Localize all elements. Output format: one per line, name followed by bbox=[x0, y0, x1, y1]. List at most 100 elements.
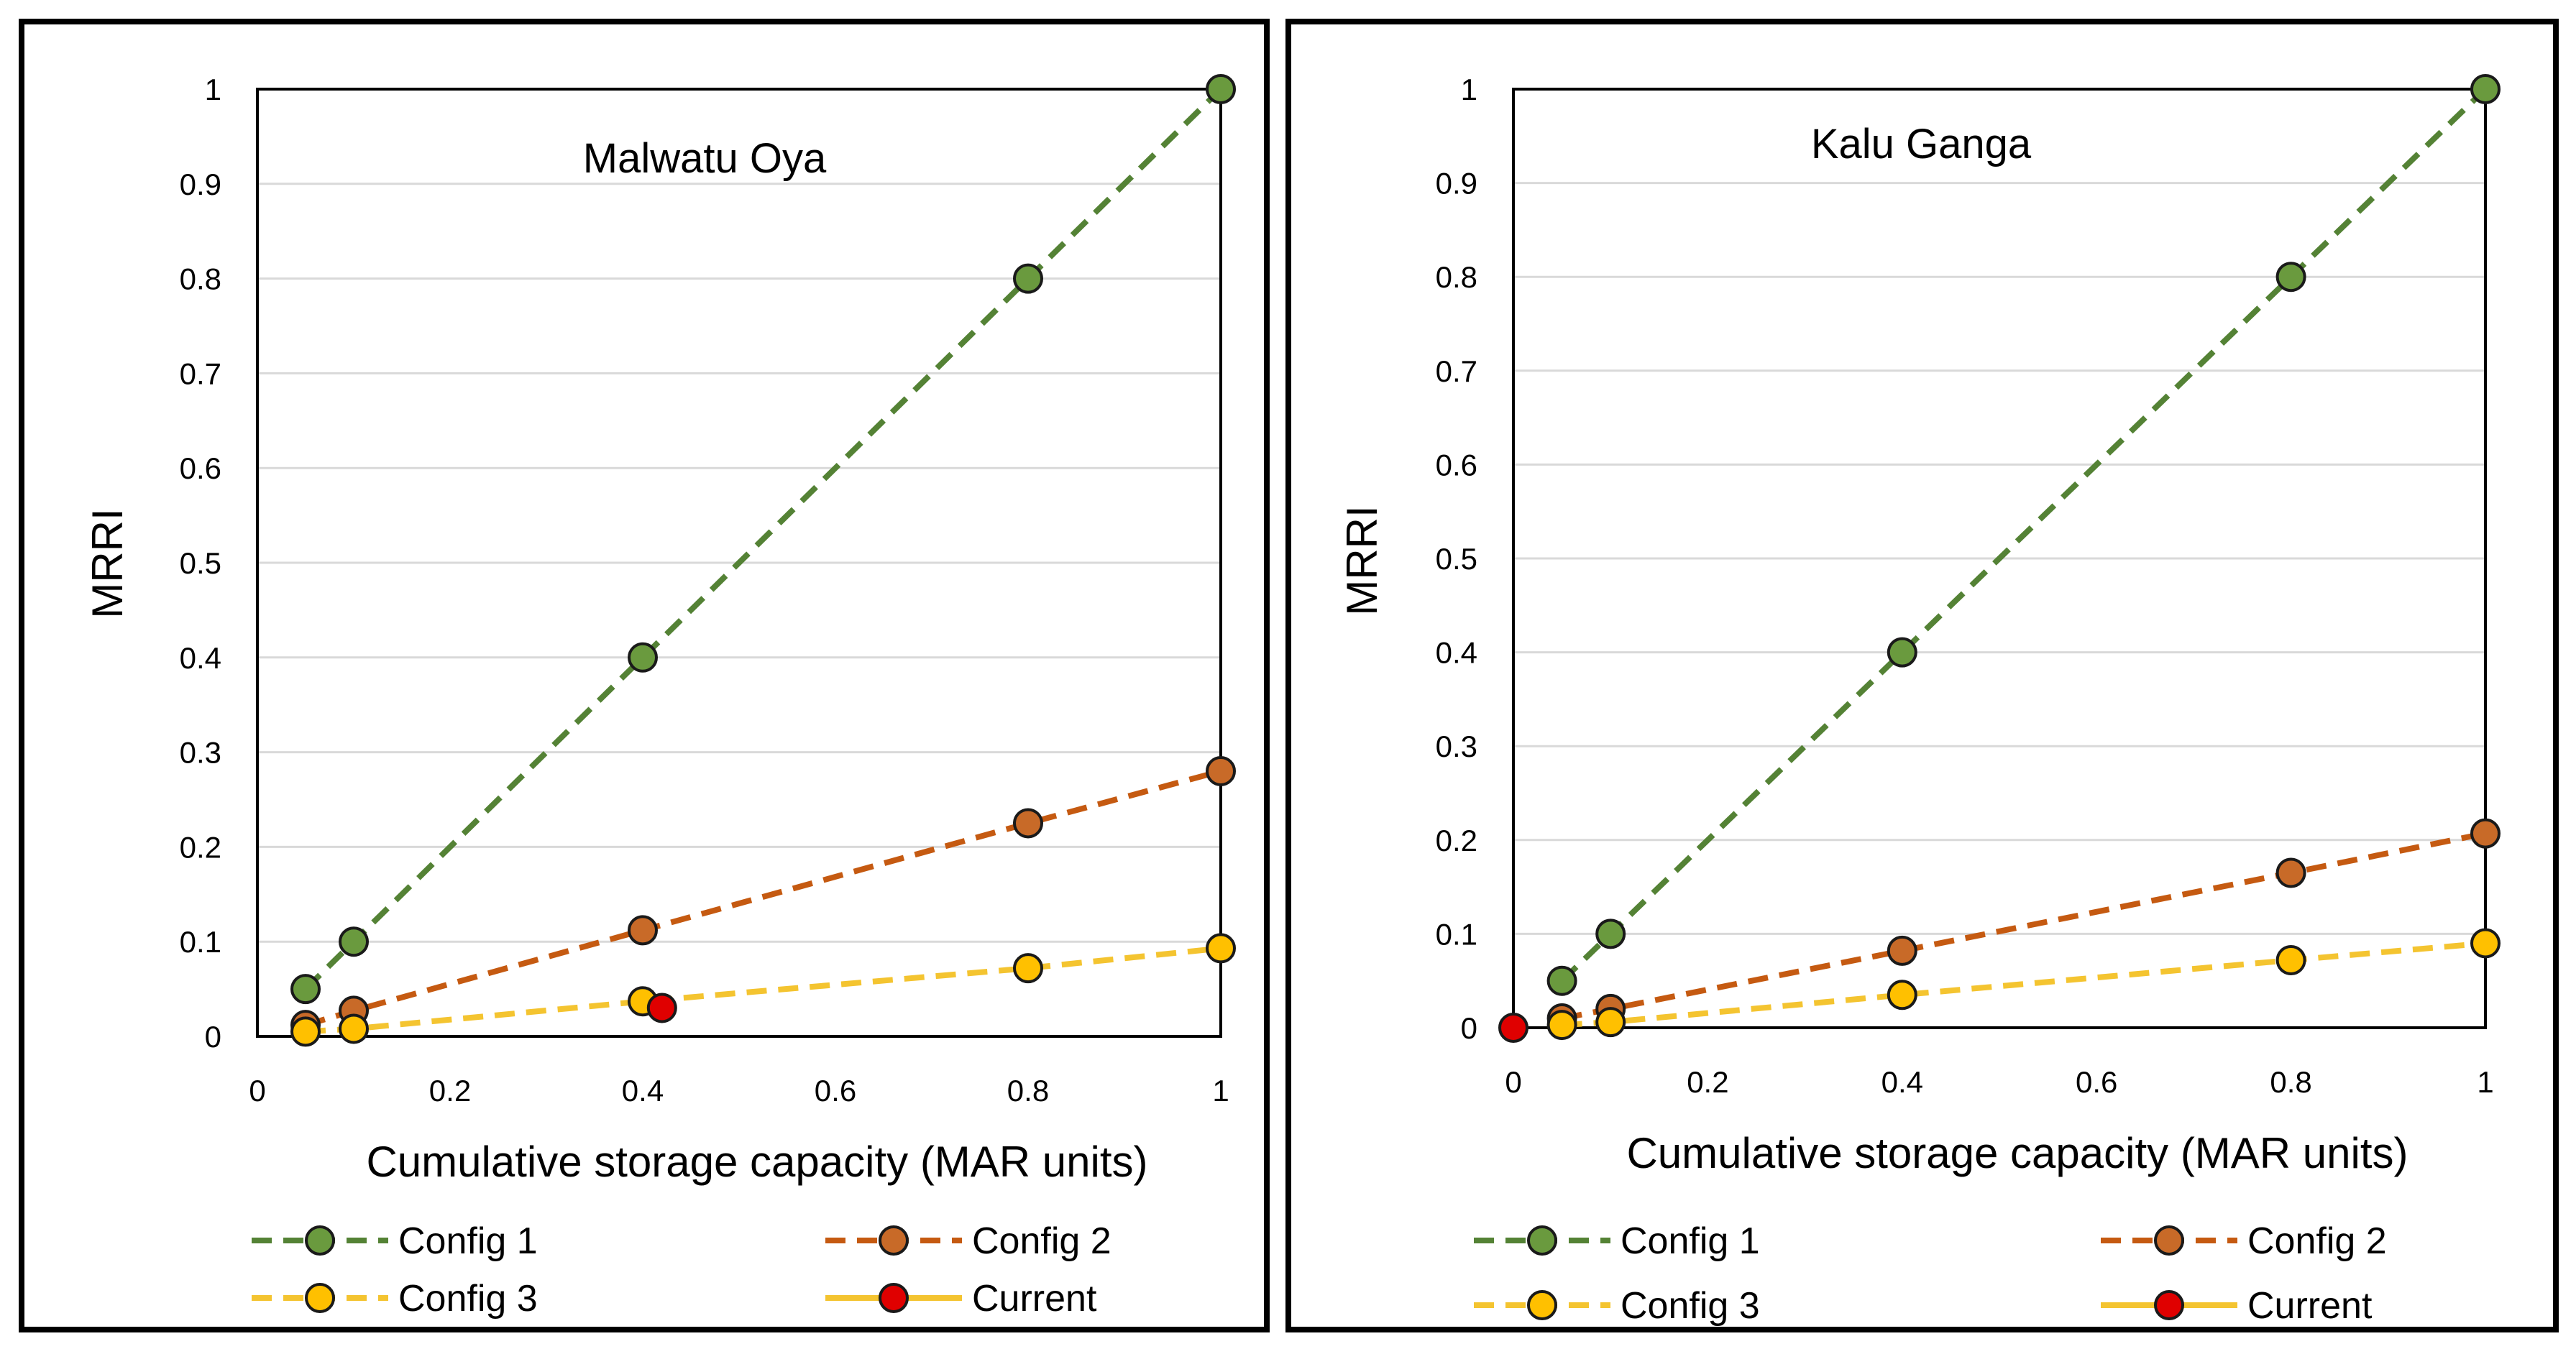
legend-label: Config 1 bbox=[1621, 1220, 1760, 1262]
data-point bbox=[1206, 933, 1236, 964]
x-tick-label: 0.2 bbox=[429, 1074, 471, 1108]
data-point bbox=[1498, 1013, 1528, 1043]
legend-label: Current bbox=[2247, 1285, 2373, 1327]
y-tick-label: 0.5 bbox=[180, 546, 221, 580]
chart-title: Malwatu Oya bbox=[583, 135, 827, 182]
data-point bbox=[1595, 1007, 1626, 1038]
panel-frame bbox=[1285, 19, 2559, 1332]
y-tick-label: 0.1 bbox=[180, 925, 221, 959]
x-tick-label: 0.4 bbox=[622, 1074, 664, 1108]
x-tick-label: 1 bbox=[2477, 1065, 2493, 1099]
data-point bbox=[1206, 74, 1236, 104]
y-tick-label: 0.6 bbox=[180, 451, 221, 485]
legend-marker bbox=[2154, 1290, 2184, 1320]
legend-marker bbox=[879, 1283, 909, 1313]
legend-label: Config 3 bbox=[1621, 1285, 1760, 1327]
y-tick-label: 0.2 bbox=[180, 830, 221, 864]
data-point bbox=[2275, 262, 2306, 293]
y-tick-label: 0.7 bbox=[1436, 354, 1477, 388]
y-tick-label: 1 bbox=[205, 73, 221, 106]
legend-marker bbox=[305, 1283, 335, 1313]
x-tick-label: 0.4 bbox=[1881, 1065, 1923, 1099]
data-point bbox=[339, 1013, 369, 1044]
series-line bbox=[1559, 87, 2488, 983]
x-tick-label: 0 bbox=[249, 1074, 265, 1108]
x-axis-title: Cumulative storage capacity (MAR units) bbox=[1626, 1129, 2408, 1177]
y-axis-title: MRRI bbox=[83, 508, 132, 618]
y-tick-label: 0 bbox=[205, 1020, 221, 1054]
data-point bbox=[1887, 935, 1917, 966]
legend-entry-config-1: Config 1 bbox=[1474, 1220, 1760, 1262]
legend-label: Current bbox=[972, 1278, 1097, 1320]
y-tick-label: 0.5 bbox=[1436, 542, 1477, 576]
data-point bbox=[1887, 637, 1917, 668]
y-tick-label: 0.2 bbox=[1436, 824, 1477, 857]
y-tick-label: 0.6 bbox=[1436, 448, 1477, 482]
data-point bbox=[1013, 263, 1043, 294]
data-point bbox=[2470, 74, 2501, 104]
data-point bbox=[628, 915, 658, 946]
y-tick-label: 0.8 bbox=[180, 262, 221, 296]
legend: Config 1 Config 2 Config 3 Current bbox=[1474, 1220, 2387, 1327]
y-tick-label: 0.7 bbox=[180, 356, 221, 390]
x-tick-label: 1 bbox=[1212, 1074, 1229, 1108]
legend-entry-config-3: Config 3 bbox=[252, 1278, 538, 1320]
legend-marker bbox=[2154, 1225, 2184, 1256]
legend: Config 1 Config 2 Config 3 Current bbox=[252, 1220, 1111, 1320]
series-line bbox=[305, 945, 1221, 1035]
plot-area-border bbox=[1512, 88, 2487, 1029]
data-point bbox=[290, 974, 321, 1005]
data-point bbox=[1013, 808, 1043, 839]
series-config-3 bbox=[1546, 928, 2501, 1041]
x-tick-label: 0.2 bbox=[1687, 1065, 1728, 1099]
data-point bbox=[1206, 755, 1236, 786]
series-current bbox=[1498, 1013, 1528, 1043]
data-point bbox=[2275, 944, 2306, 975]
y-tick-label: 0 bbox=[1461, 1011, 1477, 1045]
x-tick-label: 0.6 bbox=[2076, 1065, 2117, 1099]
y-tick-label: 0.1 bbox=[1436, 917, 1477, 951]
data-point bbox=[646, 993, 677, 1023]
data-point bbox=[339, 926, 369, 957]
chart-title: Kalu Ganga bbox=[1811, 121, 2032, 167]
legend-label: Config 2 bbox=[972, 1220, 1111, 1262]
legend-label: Config 1 bbox=[398, 1220, 538, 1262]
series-line bbox=[303, 87, 1223, 991]
legend-label: Config 2 bbox=[2247, 1220, 2387, 1262]
data-point bbox=[1546, 1010, 1577, 1041]
legend-marker bbox=[1527, 1290, 1557, 1320]
panel-frame bbox=[19, 19, 1270, 1332]
y-axis-title: MRRI bbox=[1338, 505, 1386, 615]
data-point bbox=[2470, 928, 2501, 959]
data-point bbox=[1546, 965, 1577, 996]
y-tick-label: 0.9 bbox=[1436, 167, 1477, 201]
x-tick-label: 0.8 bbox=[1007, 1074, 1049, 1108]
series-line bbox=[1561, 830, 2486, 1021]
legend-marker bbox=[879, 1225, 909, 1256]
legend-entry-current: Current bbox=[2101, 1285, 2373, 1327]
legend-entry-config-3: Config 3 bbox=[1474, 1285, 1760, 1327]
x-tick-label: 0.6 bbox=[815, 1074, 856, 1108]
data-point bbox=[2275, 857, 2306, 888]
y-tick-label: 1 bbox=[1461, 73, 1477, 106]
plot-area-border bbox=[256, 88, 1222, 1038]
data-point bbox=[1013, 953, 1043, 984]
data-point bbox=[628, 642, 658, 673]
x-tick-label: 0.8 bbox=[2270, 1065, 2311, 1099]
data-point bbox=[1887, 980, 1917, 1010]
legend-entry-config-2: Config 2 bbox=[825, 1220, 1111, 1262]
legend-marker bbox=[305, 1225, 335, 1256]
legend-entry-config-2: Config 2 bbox=[2101, 1220, 2387, 1262]
data-point bbox=[290, 1016, 321, 1047]
data-point bbox=[1595, 918, 1626, 949]
series-line bbox=[1562, 940, 2486, 1028]
y-tick-label: 0.9 bbox=[180, 167, 221, 201]
series-config-1 bbox=[290, 74, 1236, 1005]
series-current bbox=[646, 993, 677, 1023]
y-tick-label: 0.8 bbox=[1436, 260, 1477, 294]
data-point bbox=[2470, 818, 2501, 849]
y-tick-label: 0.3 bbox=[1436, 729, 1477, 763]
x-axis-title: Cumulative storage capacity (MAR units) bbox=[366, 1138, 1147, 1186]
